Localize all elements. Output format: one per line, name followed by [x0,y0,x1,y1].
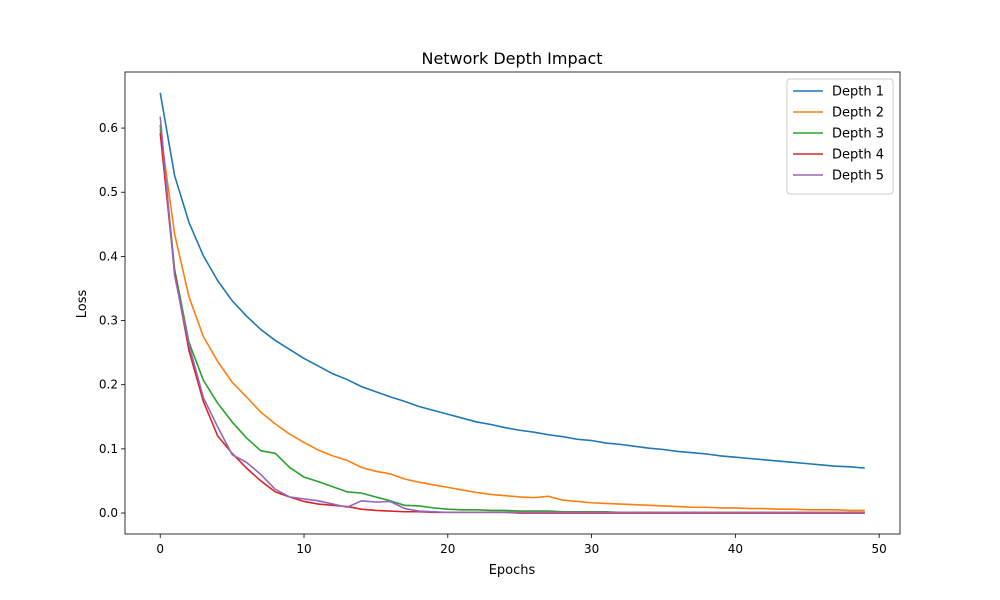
series-line-2 [159,129,865,512]
legend: Depth 1 Depth 2 Depth 3 Depth 4 Depth 5 [786,78,894,195]
x-tick-label: 0 [156,542,164,556]
x-tick-label: 30 [584,542,599,556]
y-tick-label: 0.4 [99,249,118,263]
y-tick-label: 0.2 [99,378,118,392]
y-tick-label: 0.1 [99,442,118,456]
plot-area: 0 10 20 30 40 50 0.0 0.1 0.2 0.3 0.4 0.5 0.6 [99,71,901,556]
x-tick-label: 40 [728,542,743,556]
y-tick-label: 0.0 [99,506,118,520]
legend-label-4: Depth 4 [832,148,884,163]
axes-frame [124,71,901,535]
chart-title: Network Depth Impact [421,49,602,68]
legend-label-5: Depth 5 [832,169,884,184]
x-tick-label: 10 [296,542,311,556]
y-tick-label: 0.6 [99,121,118,135]
y-tick-label: 0.5 [99,185,118,199]
legend-box [786,78,894,195]
x-axis-label: Epochs [489,563,536,578]
legend-label-1: Depth 1 [832,85,884,100]
series-line-5 [159,116,865,514]
legend-label-2: Depth 2 [832,106,884,121]
x-tick-label: 20 [440,542,455,556]
legend-label-3: Depth 3 [832,127,884,142]
x-tick-label: 50 [872,542,887,556]
y-axis-label: Loss [75,290,90,319]
series-line-1 [159,92,865,469]
y-tick-label: 0.3 [99,314,118,328]
